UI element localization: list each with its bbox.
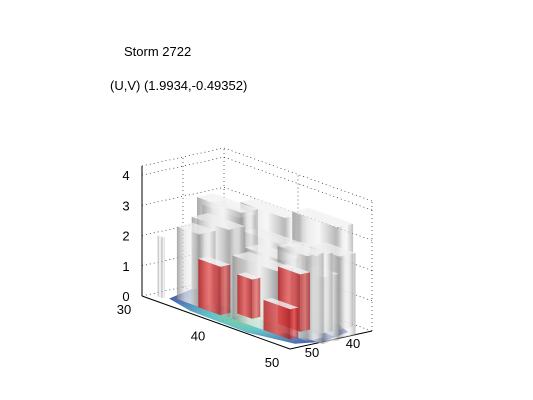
storm-envelope-column [240,198,302,218]
storm-core-column [198,256,231,267]
chart-title: Storm 2722 [124,44,192,59]
y-tick-label: 40 [346,336,360,351]
x-tick-label: 40 [191,329,205,344]
y-tick-label: 50 [305,345,319,360]
storm-core-column [237,272,261,280]
z-tick-label: 1 [122,259,129,274]
storm-envelope-column [176,226,200,307]
storm-core-column [290,307,299,340]
tick-labels: 0 1 2 3 4 30 40 50 40 50 [117,168,360,370]
storm-envelope-column [307,252,324,341]
storm-core-column [263,298,299,310]
storm-spike [162,237,165,298]
storm-isosurface [157,193,356,344]
storm-envelope-column [309,242,356,257]
storm-core-column [263,299,291,340]
z-tick-label: 3 [122,198,129,213]
storm-envelope-column [277,242,324,257]
x-tick-label: 50 [265,355,279,370]
x-tick-label: 30 [117,302,131,317]
storm-core-column [237,274,253,319]
z-tick-label: 0 [122,289,129,304]
storm-core-column [220,264,231,316]
storm-envelope-column [197,193,258,213]
storm-core-column [252,277,261,319]
storm-envelope-column [292,207,354,228]
z-tick-label: 4 [122,168,129,183]
storm-spike [157,235,165,238]
chart-subtitle: (U,V) (1.9934,-0.49352) [110,78,248,93]
storm-core-column [278,264,310,275]
storm-envelope-column [191,213,246,230]
storm-envelope-column [243,227,304,248]
storm-envelope-column [176,222,216,235]
storm-core-column [198,258,221,316]
z-tick-label: 2 [122,229,129,244]
storm-core-column [300,272,310,332]
storm-envelope-column [339,253,356,339]
storm-spike [157,235,163,298]
